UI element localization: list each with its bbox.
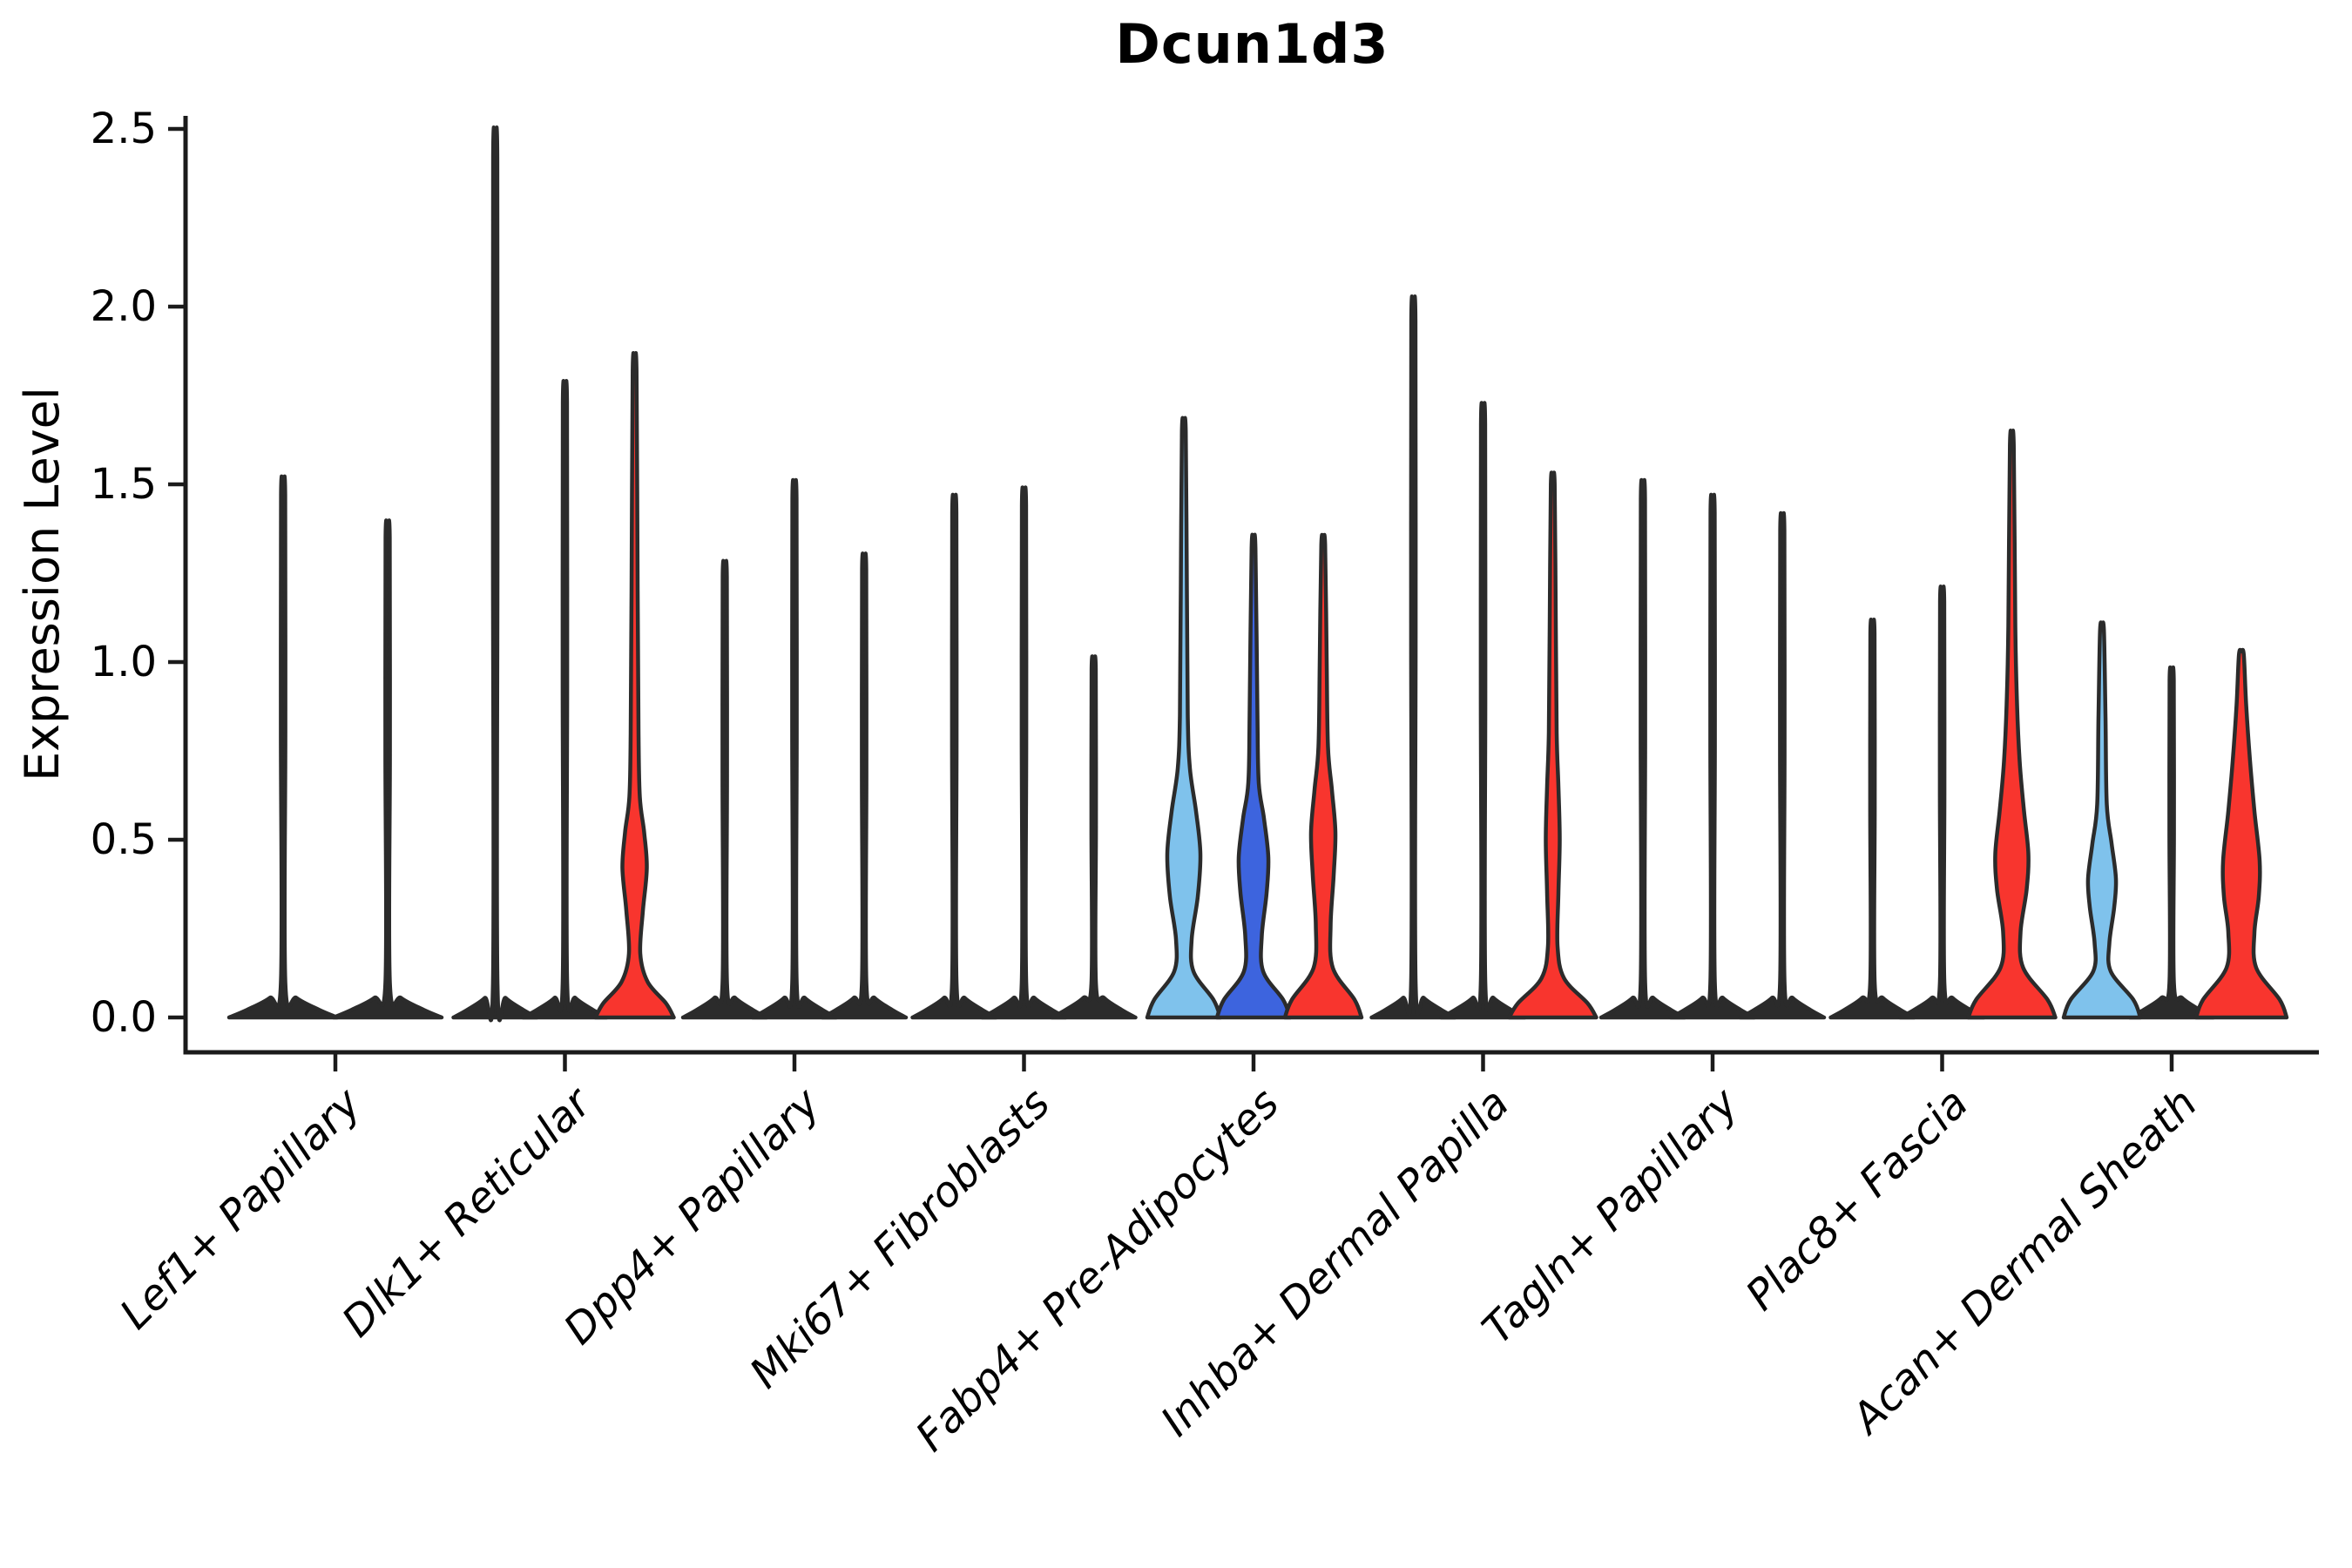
violin-royal_blue [1214, 532, 1293, 1020]
violin-line [980, 485, 1068, 1020]
violin-line [680, 558, 769, 1020]
y-tick-label: 1.5 [90, 460, 157, 509]
y-tick-label: 1.0 [90, 638, 157, 686]
violin-red [2193, 647, 2289, 1020]
y-tick-label: 0.5 [90, 815, 157, 864]
violin-line [750, 478, 839, 1020]
violin-line [1828, 618, 1916, 1020]
violin-line [1898, 585, 1986, 1020]
violin-line [1439, 401, 1527, 1020]
y-tick-label: 0.0 [90, 993, 157, 1042]
violin-line [820, 551, 909, 1020]
violin-red [1507, 470, 1598, 1020]
y-tick-label: 2.5 [90, 105, 157, 153]
violin-line [331, 518, 444, 1020]
violin-line [451, 125, 539, 1023]
violin-red [1282, 532, 1364, 1020]
violin-line [1668, 492, 1757, 1020]
violin-line [521, 379, 609, 1020]
violin-line [1369, 294, 1457, 1020]
violin-line [1598, 478, 1687, 1020]
violin-red [1966, 429, 2058, 1020]
violin-line [2127, 665, 2216, 1020]
violin-line [910, 492, 998, 1020]
plot-title: Dcun1d3 [1115, 12, 1389, 76]
violin-red [593, 351, 676, 1020]
y-tick-label: 2.0 [90, 282, 157, 331]
violin-light_blue [1145, 416, 1223, 1020]
violin-line [1738, 510, 1827, 1020]
violin-line [226, 474, 340, 1020]
violin-light_blue [2061, 620, 2143, 1020]
violin-line [1050, 654, 1138, 1020]
